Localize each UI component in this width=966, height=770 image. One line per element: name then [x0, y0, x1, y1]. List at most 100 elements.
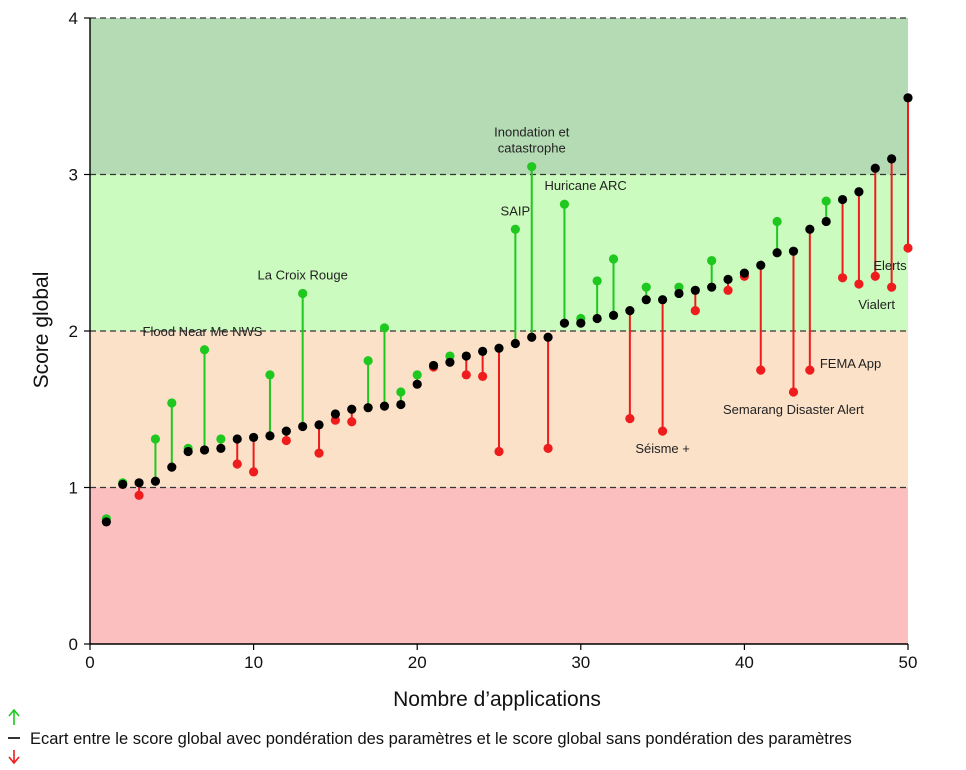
unweighted-point-13: [298, 421, 308, 432]
unweighted-point-41: [756, 260, 766, 270]
weighted-point-23: [461, 370, 471, 380]
annotation-label: Semarang Disaster Alert: [723, 402, 864, 417]
weighted-point-27: [527, 162, 537, 172]
weighted-point-26: [510, 224, 520, 234]
unweighted-point-15: [330, 409, 340, 419]
unweighted-point-17: [363, 403, 373, 413]
unweighted-point-44: [805, 224, 815, 234]
unweighted-point-47: [854, 187, 864, 197]
y-tick-label-2: 2: [69, 322, 78, 341]
weighted-point-11: [265, 370, 275, 380]
annotation-line: catastrophe: [498, 141, 566, 156]
weighted-point-47: [854, 279, 864, 289]
annotation-label: Inondation et catastrophe: [494, 125, 570, 156]
data-points: [101, 93, 913, 527]
unweighted-point-3: [134, 478, 144, 488]
weighted-point-7: [199, 345, 210, 355]
weighted-point-38: [707, 255, 717, 266]
unweighted-point-8: [216, 443, 226, 453]
x-tick-label-50: 50: [899, 653, 918, 672]
annotation-line: Flood Near Me NWS: [143, 324, 263, 339]
annotation-line: SAIP: [501, 203, 531, 218]
unweighted-point-5: [167, 462, 177, 472]
annotation-label: La Croix Rouge: [258, 267, 348, 282]
unweighted-point-39: [723, 274, 733, 284]
weighted-point-17: [363, 356, 373, 366]
unweighted-point-9: [232, 434, 242, 444]
legend: Ecart entre le score global avec pondéra…: [8, 708, 852, 765]
weighted-point-33: [625, 414, 635, 424]
weighted-point-8: [216, 434, 226, 444]
weighted-point-10: [249, 467, 259, 477]
unweighted-point-2: [118, 479, 128, 489]
unweighted-point-49: [887, 154, 897, 164]
weighted-point-39: [723, 285, 733, 295]
unweighted-point-45: [821, 216, 831, 227]
unweighted-point-19: [396, 399, 406, 410]
unweighted-point-36: [674, 288, 684, 299]
annotation-label: Vialert: [858, 297, 895, 312]
unweighted-point-24: [478, 346, 488, 356]
weighted-point-24: [478, 371, 488, 381]
annotation-label: Elerts: [873, 258, 907, 273]
weighted-point-13: [298, 288, 308, 299]
annotations: Flood Near Me NWS La Croix Rouge SAIP Inond…: [143, 125, 908, 456]
x-tick-label-40: 40: [735, 653, 754, 672]
unweighted-point-18: [379, 401, 390, 411]
unweighted-point-25: [494, 343, 504, 353]
weighted-point-45: [821, 196, 831, 206]
unweighted-point-34: [641, 295, 651, 305]
annotation-label: Séisme +: [635, 441, 690, 456]
weighted-point-19: [396, 387, 406, 397]
weighted-point-3: [134, 490, 144, 500]
x-tick-label-20: 20: [408, 653, 427, 672]
weighted-point-35: [658, 426, 668, 436]
annotation-label: FEMA App: [820, 356, 881, 371]
weighted-point-12: [281, 435, 291, 446]
unweighted-point-29: [559, 318, 570, 328]
unweighted-point-21: [428, 360, 439, 371]
weighted-point-46: [837, 273, 848, 283]
annotation-line: Semarang Disaster Alert: [723, 402, 864, 417]
unweighted-point-1: [101, 517, 111, 527]
annotation-label: Flood Near Me NWS: [143, 324, 263, 339]
unweighted-point-16: [347, 404, 357, 414]
weighted-point-50: [903, 243, 913, 253]
unweighted-point-33: [625, 306, 635, 316]
weighted-point-9: [232, 459, 242, 469]
annotation-line: Séisme +: [635, 441, 690, 456]
unweighted-point-26: [510, 338, 520, 349]
y-tick-label-1: 1: [69, 479, 78, 498]
x-tick-label-0: 0: [85, 653, 94, 672]
unweighted-point-10: [249, 432, 259, 443]
unweighted-point-48: [870, 163, 880, 173]
weighted-point-4: [150, 434, 161, 444]
weighted-point-41: [756, 365, 766, 375]
unweighted-point-20: [412, 379, 422, 389]
unweighted-point-27: [527, 332, 537, 342]
weighted-point-18: [379, 323, 390, 333]
weighted-point-32: [608, 254, 619, 264]
y-axis-label: Score global: [30, 272, 53, 389]
weighted-point-16: [347, 417, 357, 427]
weighted-point-29: [559, 199, 570, 209]
weighted-point-37: [690, 306, 700, 316]
y-tick-label-4: 4: [69, 9, 78, 28]
unweighted-point-46: [837, 194, 848, 205]
annotation-line: Huricane ARC: [544, 178, 626, 193]
annotation-line: Vialert: [858, 297, 895, 312]
weighted-point-25: [494, 446, 504, 457]
unweighted-point-7: [199, 445, 210, 455]
annotation-line: Inondation et: [494, 125, 570, 140]
unweighted-point-42: [772, 248, 782, 258]
weighted-point-14: [314, 448, 324, 458]
weighted-point-42: [772, 216, 782, 227]
unweighted-point-38: [707, 282, 717, 292]
unweighted-point-35: [658, 295, 668, 305]
annotation-line: La Croix Rouge: [258, 267, 348, 282]
unweighted-point-23: [461, 351, 471, 361]
weighted-point-31: [592, 276, 602, 286]
